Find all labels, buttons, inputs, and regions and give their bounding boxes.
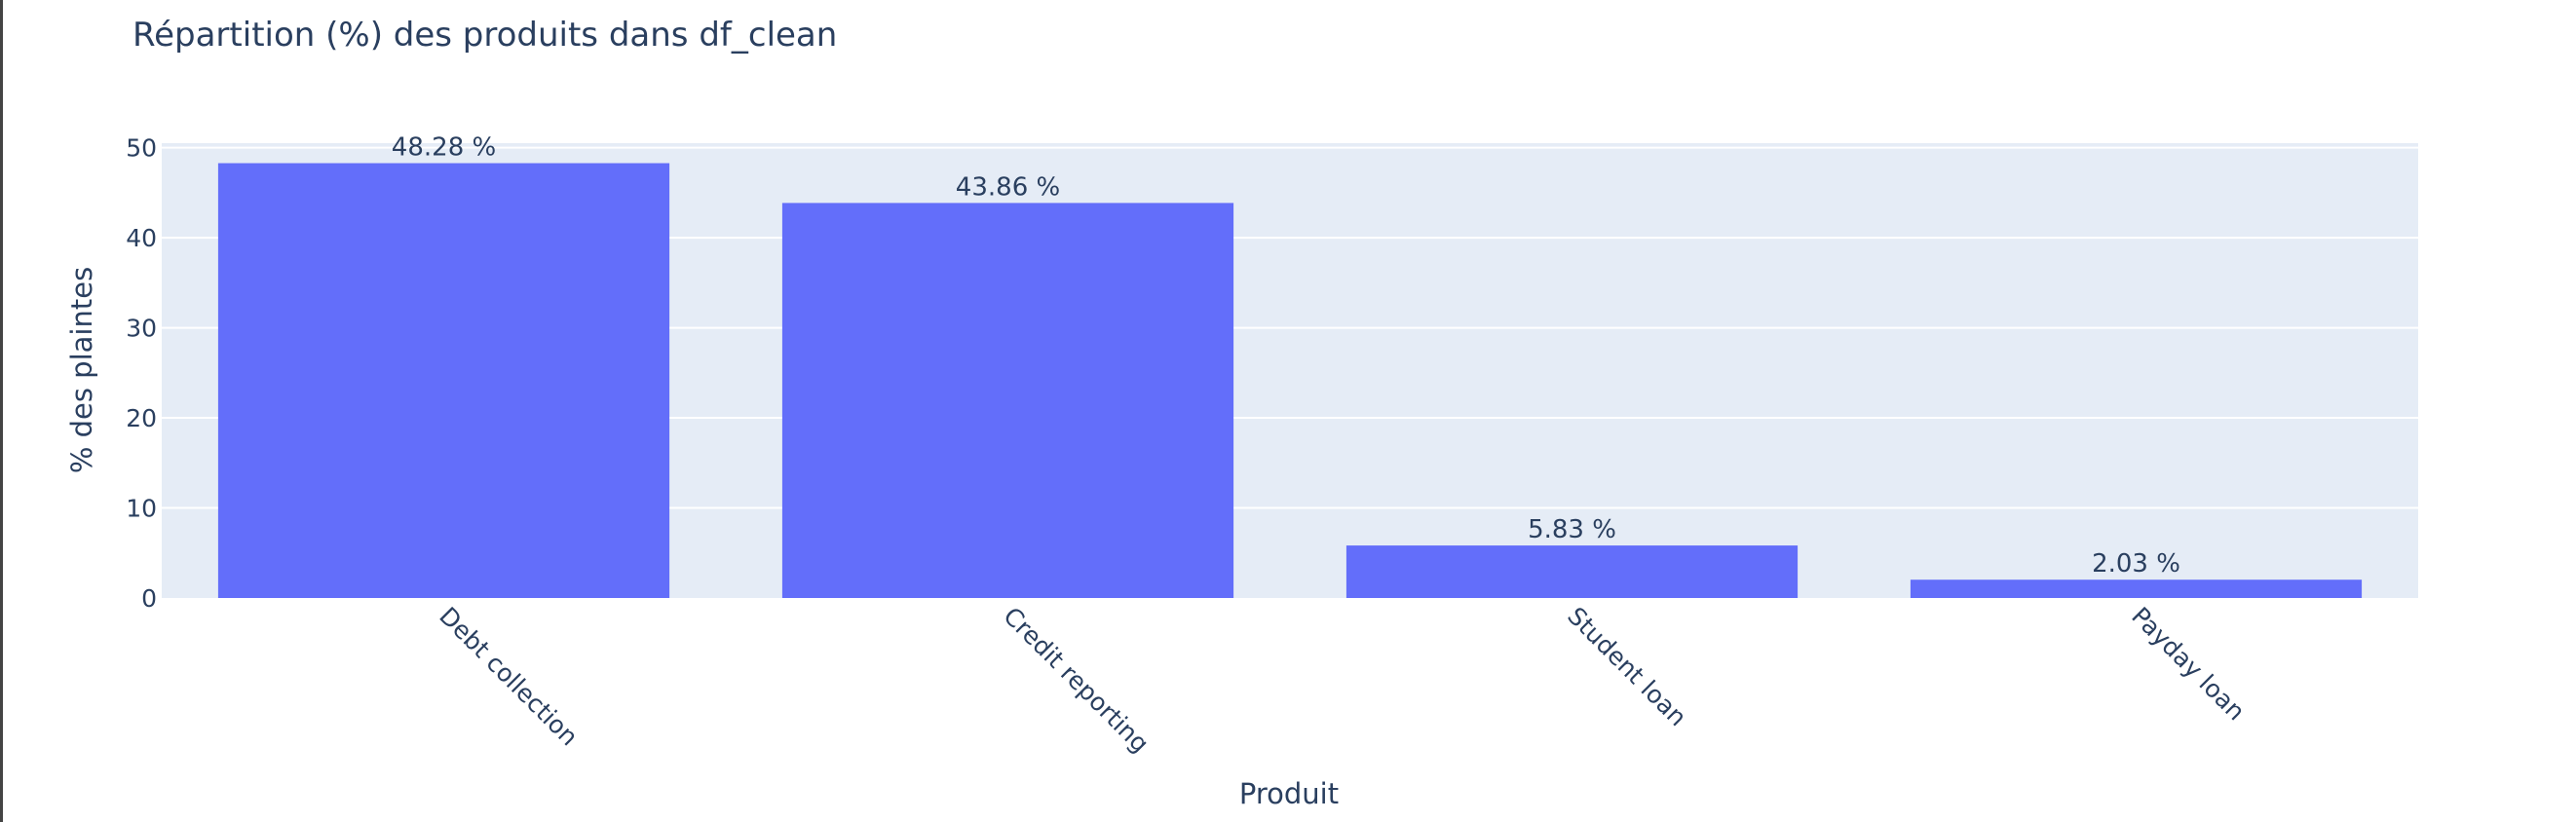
bar <box>781 203 1234 598</box>
chart-title: Répartition (%) des produits dans df_cle… <box>133 16 837 55</box>
bar-data-label: 5.83 % <box>1528 515 1616 544</box>
bar-data-label: 48.28 % <box>392 133 496 163</box>
y-tick-label: 30 <box>126 315 157 343</box>
x-axis-ticks: Debt collection Credit reporting Student l… <box>434 602 2251 759</box>
x-tick-label: Payday loan <box>2126 602 2251 727</box>
x-tick-label: Credit reporting <box>998 602 1155 759</box>
y-tick-label: 50 <box>126 134 157 163</box>
bars <box>217 163 2363 598</box>
x-tick-label: Student loan <box>1562 602 1691 731</box>
y-axis-ticks: 0 10 20 30 40 50 <box>126 134 157 613</box>
y-tick-label: 0 <box>141 584 157 613</box>
bar <box>1910 579 2363 598</box>
bar <box>1345 545 1799 598</box>
x-tick-label: Debt collection <box>434 602 584 752</box>
bar-data-label: 2.03 % <box>2092 549 2180 579</box>
y-axis-title: % des plaintes <box>65 267 98 473</box>
x-axis-title: Produit <box>1239 777 1339 810</box>
y-tick-label: 20 <box>126 404 157 432</box>
bar <box>217 163 670 598</box>
y-tick-label: 40 <box>126 224 157 252</box>
bar-data-label: 43.86 % <box>956 172 1060 202</box>
y-tick-label: 10 <box>126 495 157 523</box>
bar-labels: 48.28 % 43.86 % 5.83 % 2.03 % <box>392 133 2180 579</box>
